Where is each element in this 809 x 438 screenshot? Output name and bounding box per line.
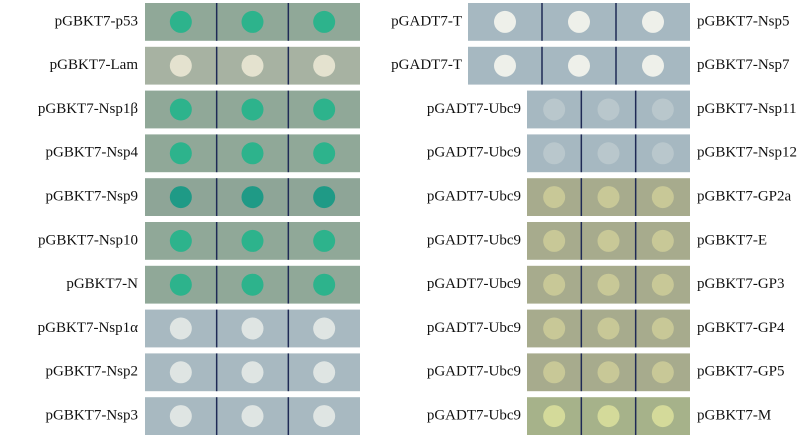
bait-label: pGBKT7-GP4: [697, 320, 785, 336]
colony-spot: [543, 318, 565, 340]
bait-label: pGBKT7-GP3: [697, 276, 785, 292]
colony-spot: [313, 99, 335, 121]
colony-spot: [313, 230, 335, 252]
colony-spot: [642, 11, 664, 33]
colony-spot: [543, 186, 565, 208]
prey-label: pGADT7-Ubc9: [427, 232, 521, 248]
prey-label: pGADT7-Ubc9: [427, 145, 521, 161]
prey-label: pGADT7-Ubc9: [427, 101, 521, 117]
colony-spot: [598, 186, 620, 208]
bait-label: pGBKT7-E: [697, 232, 767, 248]
colony-spot: [598, 142, 620, 164]
colony-spot: [543, 405, 565, 427]
colony-spot: [313, 318, 335, 340]
colony-spot: [170, 274, 192, 296]
colony-spot: [313, 186, 335, 208]
colony-spot: [242, 55, 264, 77]
colony-spot: [170, 142, 192, 164]
colony-spot: [543, 230, 565, 252]
bait-label: pGBKT7-N: [66, 276, 138, 292]
prey-label: pGADT7-Ubc9: [427, 364, 521, 380]
bait-label: pGBKT7-Nsp12: [697, 145, 797, 161]
bait-label: pGBKT7-M: [697, 408, 771, 424]
colony-spot: [652, 186, 674, 208]
colony-spot: [543, 142, 565, 164]
page: {"rows": [ {"left": "pGBKT7-p53", "middl…: [0, 0, 809, 438]
colony-spot: [170, 361, 192, 383]
bait-label: pGBKT7-Nsp11: [697, 101, 796, 117]
bait-label: pGBKT7-Nsp9: [46, 189, 139, 205]
prey-label: pGADT7-Ubc9: [427, 276, 521, 292]
colony-spot: [170, 405, 192, 427]
colony-spot: [598, 230, 620, 252]
colony-spot: [598, 361, 620, 383]
colony-spot: [652, 318, 674, 340]
colony-spot: [242, 99, 264, 121]
colony-spot: [313, 11, 335, 33]
colony-spot: [170, 318, 192, 340]
prey-label: pGADT7-T: [391, 13, 462, 29]
prey-label: pGADT7-Ubc9: [427, 320, 521, 336]
colony-spot: [242, 405, 264, 427]
colony-spot: [170, 186, 192, 208]
colony-spot: [170, 230, 192, 252]
bait-label: pGBKT7-Nsp1α: [38, 320, 138, 336]
colony-spot: [543, 361, 565, 383]
bait-label: pGBKT7-Nsp1β: [38, 101, 138, 117]
colony-spot: [568, 55, 590, 77]
colony-spot: [494, 55, 516, 77]
prey-label: pGADT7-Ubc9: [427, 189, 521, 205]
bait-label: pGBKT7-Nsp4: [46, 145, 139, 161]
bait-label: pGBKT7-p53: [55, 13, 138, 29]
colony-spot: [652, 230, 674, 252]
bait-label: pGBKT7-GP2a: [697, 189, 792, 205]
figure: pGBKT7-p53 pGADT7-T pGBKT7-Nsp5 pGBKT7-Lam p…: [0, 0, 809, 438]
colony-spot: [313, 405, 335, 427]
colony-spot: [652, 405, 674, 427]
colony-spot: [543, 99, 565, 121]
colony-spot: [242, 274, 264, 296]
prey-label: pGADT7-Ubc9: [427, 408, 521, 424]
colony-spot: [652, 361, 674, 383]
colony-spot: [170, 11, 192, 33]
colony-spot: [652, 142, 674, 164]
bait-label: pGBKT7-Nsp3: [46, 408, 139, 424]
colony-spot: [642, 55, 664, 77]
bait-label: pGBKT7-Nsp10: [38, 232, 138, 248]
colony-spot: [242, 361, 264, 383]
colony-spot: [313, 361, 335, 383]
colony-spot: [242, 11, 264, 33]
colony-spot: [170, 55, 192, 77]
colony-spot: [170, 99, 192, 121]
colony-spot: [242, 186, 264, 208]
colony-spot: [598, 318, 620, 340]
prey-label: pGADT7-T: [391, 57, 462, 73]
colony-spot: [494, 11, 516, 33]
bait-label: pGBKT7-Nsp5: [697, 13, 790, 29]
colony-spot: [568, 11, 590, 33]
colony-spot: [242, 230, 264, 252]
colony-spot: [313, 55, 335, 77]
bait-label: pGBKT7-Nsp2: [46, 364, 139, 380]
bait-label: pGBKT7-GP5: [697, 364, 785, 380]
colony-spot: [543, 274, 565, 296]
colony-spot: [313, 274, 335, 296]
bait-label: pGBKT7-Nsp7: [697, 57, 790, 73]
colony-spot: [313, 142, 335, 164]
colony-spot: [242, 142, 264, 164]
colony-spot: [598, 274, 620, 296]
colony-spot: [598, 99, 620, 121]
colony-spot: [598, 405, 620, 427]
colony-spot: [242, 318, 264, 340]
colony-spot: [652, 99, 674, 121]
bait-label: pGBKT7-Lam: [50, 57, 139, 73]
colony-spot: [652, 274, 674, 296]
